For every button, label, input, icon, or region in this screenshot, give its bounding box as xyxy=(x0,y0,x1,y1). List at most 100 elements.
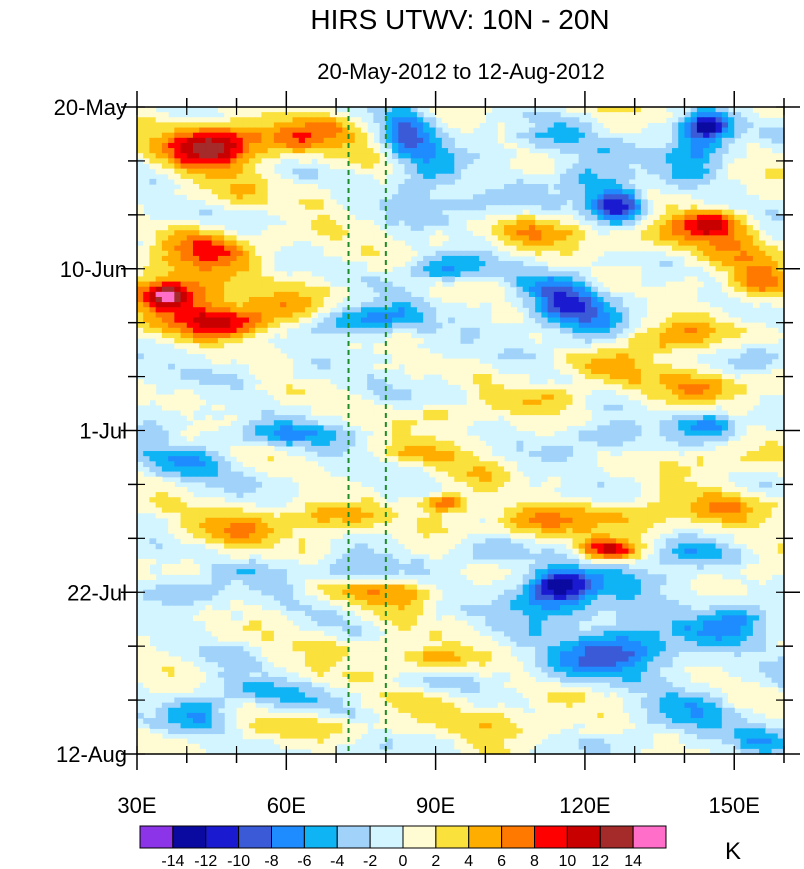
heat-cell xyxy=(180,312,188,319)
heat-cell xyxy=(746,148,754,154)
heat-cell xyxy=(647,148,654,154)
heat-cell xyxy=(199,368,207,375)
heat-cell xyxy=(360,230,368,236)
heat-cell xyxy=(578,189,586,195)
heat-cell xyxy=(485,409,493,416)
heat-cell xyxy=(137,322,144,329)
heat-cell xyxy=(628,173,636,180)
heat-cell xyxy=(404,302,412,308)
heat-cell xyxy=(578,384,586,391)
heat-cell xyxy=(404,389,412,396)
heat-cell xyxy=(696,461,704,468)
heat-cell xyxy=(211,461,219,468)
heat-cell xyxy=(547,261,555,267)
heat-cell xyxy=(217,173,225,180)
heat-cell xyxy=(560,394,567,401)
heat-cell xyxy=(591,235,598,242)
heat-cell xyxy=(429,117,437,123)
heat-cell xyxy=(696,148,704,154)
heat-cell xyxy=(137,353,144,360)
heat-cell xyxy=(535,451,542,457)
heat-cell xyxy=(703,343,710,349)
heat-cell xyxy=(317,322,325,329)
heat-cell xyxy=(578,276,586,283)
heat-cell xyxy=(609,137,617,144)
heat-cell xyxy=(591,250,598,257)
heat-cell xyxy=(155,456,163,462)
heat-cell xyxy=(703,461,710,468)
heat-cell xyxy=(584,409,592,416)
heat-cell xyxy=(634,107,642,113)
heat-cell xyxy=(572,353,580,360)
heat-cell xyxy=(329,451,337,457)
heat-cell xyxy=(398,420,406,426)
heat-cell xyxy=(385,112,393,118)
heat-cell xyxy=(192,245,200,252)
heat-cell xyxy=(728,261,735,267)
heat-cell xyxy=(155,338,163,344)
heat-cell xyxy=(236,184,244,190)
heat-cell xyxy=(149,158,157,165)
heat-cell xyxy=(734,389,742,396)
heat-cell xyxy=(435,409,443,416)
heat-cell xyxy=(329,107,337,113)
heat-cell xyxy=(628,158,636,165)
heat-cell xyxy=(404,348,412,355)
heat-cell xyxy=(416,178,424,185)
heat-cell xyxy=(746,184,754,190)
heat-cell xyxy=(721,461,729,468)
heat-cell xyxy=(255,266,263,272)
heat-cell xyxy=(161,327,169,334)
heat-cell xyxy=(771,127,779,134)
heat-cell xyxy=(665,296,673,303)
heat-cell xyxy=(392,112,399,118)
heat-cell xyxy=(298,214,306,221)
heat-cell xyxy=(286,389,294,396)
heat-cell xyxy=(746,276,754,283)
heat-cell xyxy=(672,353,679,360)
heat-cell xyxy=(553,286,561,293)
heat-cell xyxy=(423,199,430,206)
heat-cell xyxy=(672,368,679,375)
heat-cell xyxy=(211,358,219,365)
heat-cell xyxy=(304,199,312,206)
heat-cell xyxy=(161,456,169,462)
heat-cell xyxy=(578,358,586,365)
heat-cell xyxy=(752,219,760,226)
heat-cell xyxy=(622,245,630,252)
heat-cell xyxy=(578,394,586,401)
heat-cell xyxy=(616,158,623,165)
heat-cell xyxy=(248,317,256,324)
heat-cell xyxy=(728,214,735,221)
heat-cell xyxy=(597,451,605,457)
heat-cell xyxy=(360,122,368,129)
heat-cell xyxy=(771,178,779,185)
heat-cell xyxy=(342,307,350,313)
heat-cell xyxy=(566,271,574,278)
heat-cell xyxy=(634,199,642,206)
heat-cell xyxy=(205,343,213,349)
heat-cell xyxy=(454,204,462,211)
heat-cell xyxy=(323,286,331,293)
heat-cell xyxy=(379,163,387,170)
heat-cell xyxy=(728,266,735,272)
heat-cell xyxy=(584,332,592,339)
heat-cell xyxy=(678,379,686,385)
heat-cell xyxy=(609,440,617,447)
heat-cell xyxy=(323,322,331,329)
heat-cell xyxy=(149,178,157,185)
heat-cell xyxy=(460,461,468,468)
heat-cell xyxy=(578,286,586,293)
heat-cell xyxy=(174,158,182,165)
heat-cell xyxy=(441,461,449,468)
heat-cell xyxy=(771,107,779,113)
heat-cell xyxy=(217,404,225,411)
heat-cell xyxy=(454,425,462,432)
heat-cell xyxy=(591,240,598,247)
heat-cell xyxy=(752,389,760,396)
heat-cell xyxy=(759,322,766,329)
heat-cell xyxy=(622,312,630,319)
heat-cell xyxy=(267,178,275,185)
heat-cell xyxy=(242,142,250,149)
heat-cell xyxy=(553,312,561,319)
